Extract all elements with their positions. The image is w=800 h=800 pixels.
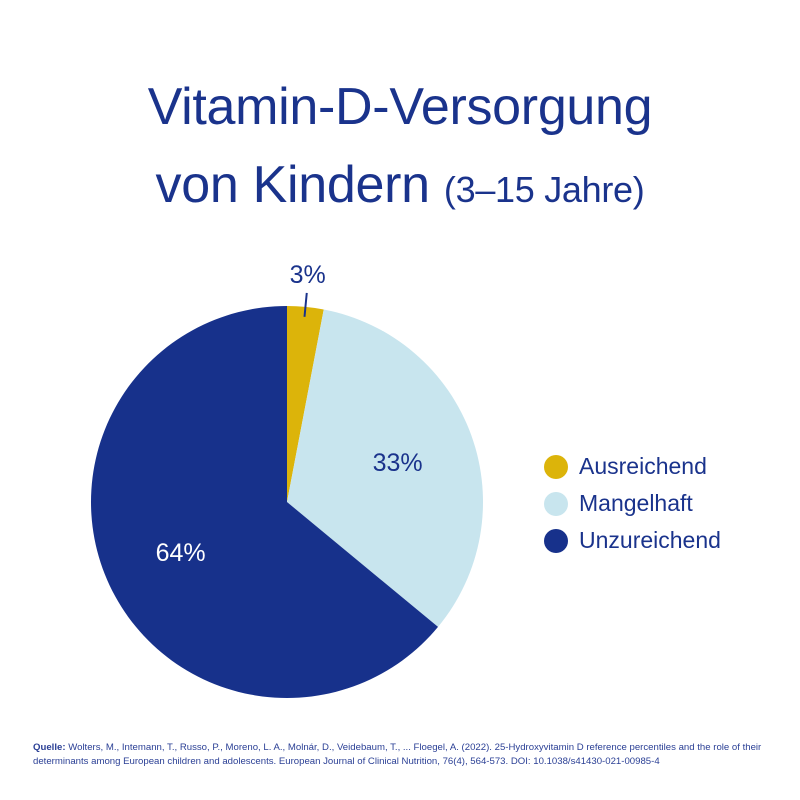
pie-slice-unzureichend [90,306,439,699]
pie-leader-line-ausreichend [303,292,308,317]
legend-item-unzureichend: Unzureichend [544,522,721,559]
legend-label-unzureichend: Unzureichend [579,527,721,553]
chart-title: Vitamin-D-Versorgung von Kindern (3–15 J… [0,68,800,229]
legend-swatch-unzureichend [544,528,568,553]
legend-swatch-ausreichend [544,454,568,479]
source-citation: Quelle: Wolters, M., Intemann, T., Russo… [33,741,773,769]
legend-item-mangelhaft: Mangelhaft [544,485,721,522]
legend-swatch-mangelhaft [544,491,568,516]
title-line-2: von Kindern (3–15 Jahre) [0,146,800,229]
pie-chart: 3% 33% 64% [90,261,483,699]
legend-label-mangelhaft: Mangelhaft [579,490,693,516]
legend-item-ausreichend: Ausreichend [544,448,721,485]
pie-label-ausreichend: 3% [290,261,326,289]
legend-label-ausreichend: Ausreichend [579,453,707,479]
title-main-2: von Kindern [155,156,431,214]
source-text: Wolters, M., Intemann, T., Russo, P., Mo… [33,742,762,767]
pie-slice-ausreichend [287,306,324,502]
pie-label-unzureichend: 64% [156,539,206,567]
pie-slice-mangelhaft [287,309,483,627]
title-line-1: Vitamin-D-Versorgung [147,78,653,136]
pie-label-mangelhaft: 33% [373,449,423,477]
legend: Ausreichend Mangelhaft Unzureichend [544,448,721,559]
source-label: Quelle: [33,742,66,753]
title-subtitle: (3–15 Jahre) [443,169,645,210]
